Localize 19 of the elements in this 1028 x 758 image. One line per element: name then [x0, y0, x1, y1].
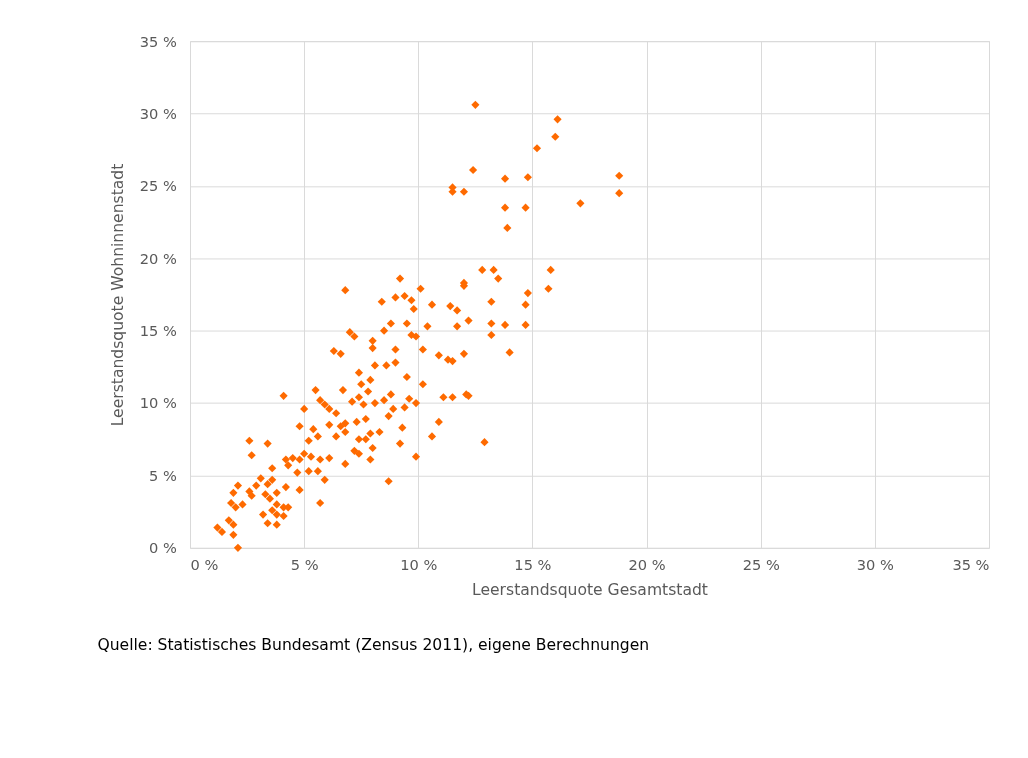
x-tick-label: 35 %: [952, 555, 990, 573]
x-tick-label: 15 %: [514, 555, 552, 573]
y-axis-title: Leerstandsquote Wohninnenstadt: [109, 163, 128, 427]
x-tick-label: 10 %: [400, 555, 438, 573]
y-tick-label: 5 %: [149, 466, 177, 484]
y-tick-label: 30 %: [139, 104, 177, 122]
x-tick-label: 30 %: [856, 555, 895, 573]
y-tick-label: 0 %: [149, 539, 177, 557]
y-tick-label: 10 %: [139, 394, 177, 412]
x-tick-label: 0 %: [190, 555, 219, 573]
x-tick-label: 5 %: [290, 555, 319, 573]
x-tick-label: 20 %: [628, 555, 666, 573]
y-tick-label: 15 %: [139, 322, 177, 340]
y-tick-label: 25 %: [139, 177, 177, 195]
y-tick-label: 35 %: [139, 32, 177, 50]
x-tick-label: 25 %: [742, 555, 780, 573]
x-axis-title: Leerstandsquote Gesamtstadt: [472, 581, 708, 600]
source-note: Quelle: Statistisches Bundesamt (Zensus 2011), eigene Berechnungen: [97, 636, 650, 655]
y-tick-label: 20 %: [139, 249, 177, 267]
